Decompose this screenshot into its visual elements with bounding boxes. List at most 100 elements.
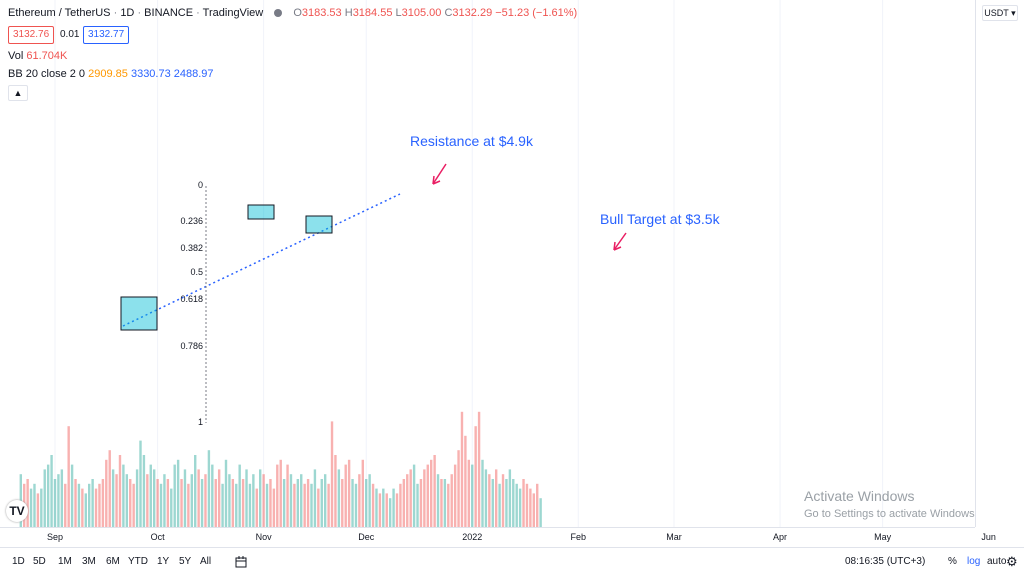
volume-bar bbox=[347, 459, 351, 527]
clock-readout[interactable]: 08:16:35 (UTC+3) bbox=[845, 556, 926, 567]
volume-bar bbox=[293, 483, 296, 527]
range-button-5y[interactable]: 5Y bbox=[179, 556, 192, 567]
market-status-icon[interactable] bbox=[274, 9, 283, 18]
collapse-legend-button[interactable]: ▲ bbox=[8, 85, 28, 101]
range-button-5d[interactable]: 5D bbox=[33, 556, 46, 567]
volume-bar bbox=[224, 459, 228, 527]
chevron-up-icon: ▲ bbox=[13, 88, 23, 98]
volume-bar bbox=[43, 469, 46, 527]
exchange-label: BINANCE bbox=[144, 7, 194, 19]
volume-bar bbox=[436, 474, 440, 527]
volume-bar bbox=[146, 474, 149, 527]
bb-legend[interactable]: BB 20 close 2 0 2909.85 3330.73 2488.97 bbox=[8, 68, 214, 80]
volume-bar bbox=[101, 479, 105, 527]
currency-selector[interactable]: USDT ▾ bbox=[982, 5, 1018, 21]
volume-bar bbox=[303, 483, 306, 527]
volume-bar bbox=[460, 411, 464, 527]
volume-bar bbox=[176, 459, 180, 527]
volume-bar bbox=[440, 479, 443, 527]
resistance-annotation[interactable]: Resistance at $4.9k bbox=[410, 133, 533, 149]
chart-pane[interactable]: Ethereum / TetherUS · 1D · BINANCE · Tra… bbox=[0, 0, 975, 527]
volume-bar bbox=[286, 464, 289, 527]
log-toggle[interactable]: log bbox=[967, 556, 981, 567]
buy-price-box[interactable]: 3132.77 bbox=[83, 26, 130, 44]
volume-bar bbox=[166, 479, 170, 527]
interval-label[interactable]: 1D bbox=[120, 7, 135, 19]
volume-bar bbox=[272, 488, 276, 527]
volume-bar bbox=[231, 479, 235, 527]
symbol-title[interactable]: Ethereum / TetherUS bbox=[8, 7, 111, 19]
volume-bar bbox=[508, 469, 512, 527]
volume-bar bbox=[406, 474, 409, 527]
volume-bar bbox=[57, 474, 60, 527]
volume-bar bbox=[539, 498, 542, 527]
time-tick-label: Jun bbox=[981, 532, 996, 542]
price-chart[interactable] bbox=[0, 0, 975, 527]
watermark-title: Activate Windows bbox=[804, 488, 915, 504]
bull-target-annotation[interactable]: Bull Target at $3.5k bbox=[600, 211, 720, 227]
sell-price-box[interactable]: 3132.76 bbox=[8, 26, 55, 44]
volume-bar bbox=[33, 483, 36, 527]
volume-bar bbox=[163, 474, 166, 527]
volume-bar bbox=[142, 455, 146, 527]
gear-icon[interactable]: ⚙ bbox=[1006, 554, 1018, 569]
volume-bar bbox=[91, 479, 94, 527]
range-button-1y[interactable]: 1Y bbox=[157, 556, 170, 567]
auto-toggle[interactable]: auto bbox=[987, 556, 1007, 567]
highlight-box bbox=[247, 204, 275, 220]
trend-line bbox=[122, 193, 401, 327]
fib-level-label: 0.382 bbox=[180, 243, 203, 253]
chevron-down-icon: ▾ bbox=[1011, 8, 1016, 18]
watermark-subtitle: Go to Settings to activate Windows. bbox=[804, 508, 975, 520]
volume-bar bbox=[457, 450, 460, 527]
volume-bar bbox=[70, 464, 74, 527]
volume-bar bbox=[29, 488, 33, 527]
volume-bar bbox=[522, 479, 525, 527]
volume-bar bbox=[426, 464, 429, 527]
bottom-toolbar: 1D 5D 1M 3M 6M YTD 1Y 5Y All 08:16:35 (UTC+3) % … bbox=[0, 547, 1024, 577]
range-button-6m[interactable]: 6M bbox=[106, 556, 120, 567]
fib-level-label: 0.5 bbox=[190, 267, 203, 277]
target-arrow bbox=[613, 232, 627, 251]
time-tick-label: Nov bbox=[255, 532, 272, 542]
volume-bar bbox=[187, 483, 190, 527]
percent-toggle[interactable]: % bbox=[948, 556, 957, 567]
volume-bar bbox=[60, 469, 64, 527]
volume-bar bbox=[94, 488, 98, 527]
volume-bar bbox=[259, 469, 262, 527]
range-button-1m[interactable]: 1M bbox=[58, 556, 72, 567]
date-range-icon[interactable] bbox=[235, 556, 247, 568]
volume-bar bbox=[334, 455, 337, 527]
time-axis[interactable]: Sep Oct Nov Dec 2022 Feb Mar Apr May Jun bbox=[0, 527, 996, 548]
range-button-1d[interactable]: 1D bbox=[12, 556, 25, 567]
volume-bar bbox=[98, 483, 101, 527]
time-tick-label: Apr bbox=[773, 532, 788, 542]
volume-bar bbox=[64, 483, 67, 527]
volume-bar bbox=[354, 483, 358, 527]
volume-bar bbox=[221, 483, 224, 527]
volume-bar bbox=[282, 479, 286, 527]
volume-bar bbox=[279, 459, 282, 527]
volume-bar bbox=[183, 469, 187, 527]
range-button-3m[interactable]: 3M bbox=[82, 556, 96, 567]
fib-level-label: 0.236 bbox=[180, 216, 203, 226]
volume-bar bbox=[180, 479, 183, 527]
range-button-all[interactable]: All bbox=[200, 556, 212, 567]
volume-bar bbox=[118, 455, 122, 527]
target-arrow-head bbox=[613, 241, 622, 251]
spread-value: 0.01 bbox=[60, 29, 80, 40]
range-button-ytd[interactable]: YTD bbox=[128, 556, 148, 567]
price-axis[interactable]: USDT ▾ 9800.008600.007800.007000.006250.… bbox=[975, 0, 1024, 527]
volume-bar bbox=[395, 493, 399, 527]
tradingview-logo-icon[interactable]: TV bbox=[6, 500, 28, 522]
volume-bar bbox=[505, 479, 508, 527]
volume-bar bbox=[433, 455, 436, 527]
time-tick-label: May bbox=[874, 532, 892, 542]
volume-bar bbox=[515, 483, 518, 527]
volume-bar bbox=[67, 426, 70, 527]
volume-bar bbox=[447, 483, 450, 527]
volume-bar bbox=[197, 469, 200, 527]
volume-legend[interactable]: Vol 61.704K bbox=[8, 50, 68, 62]
volume-bar bbox=[125, 474, 129, 527]
volume-bar bbox=[402, 479, 406, 527]
